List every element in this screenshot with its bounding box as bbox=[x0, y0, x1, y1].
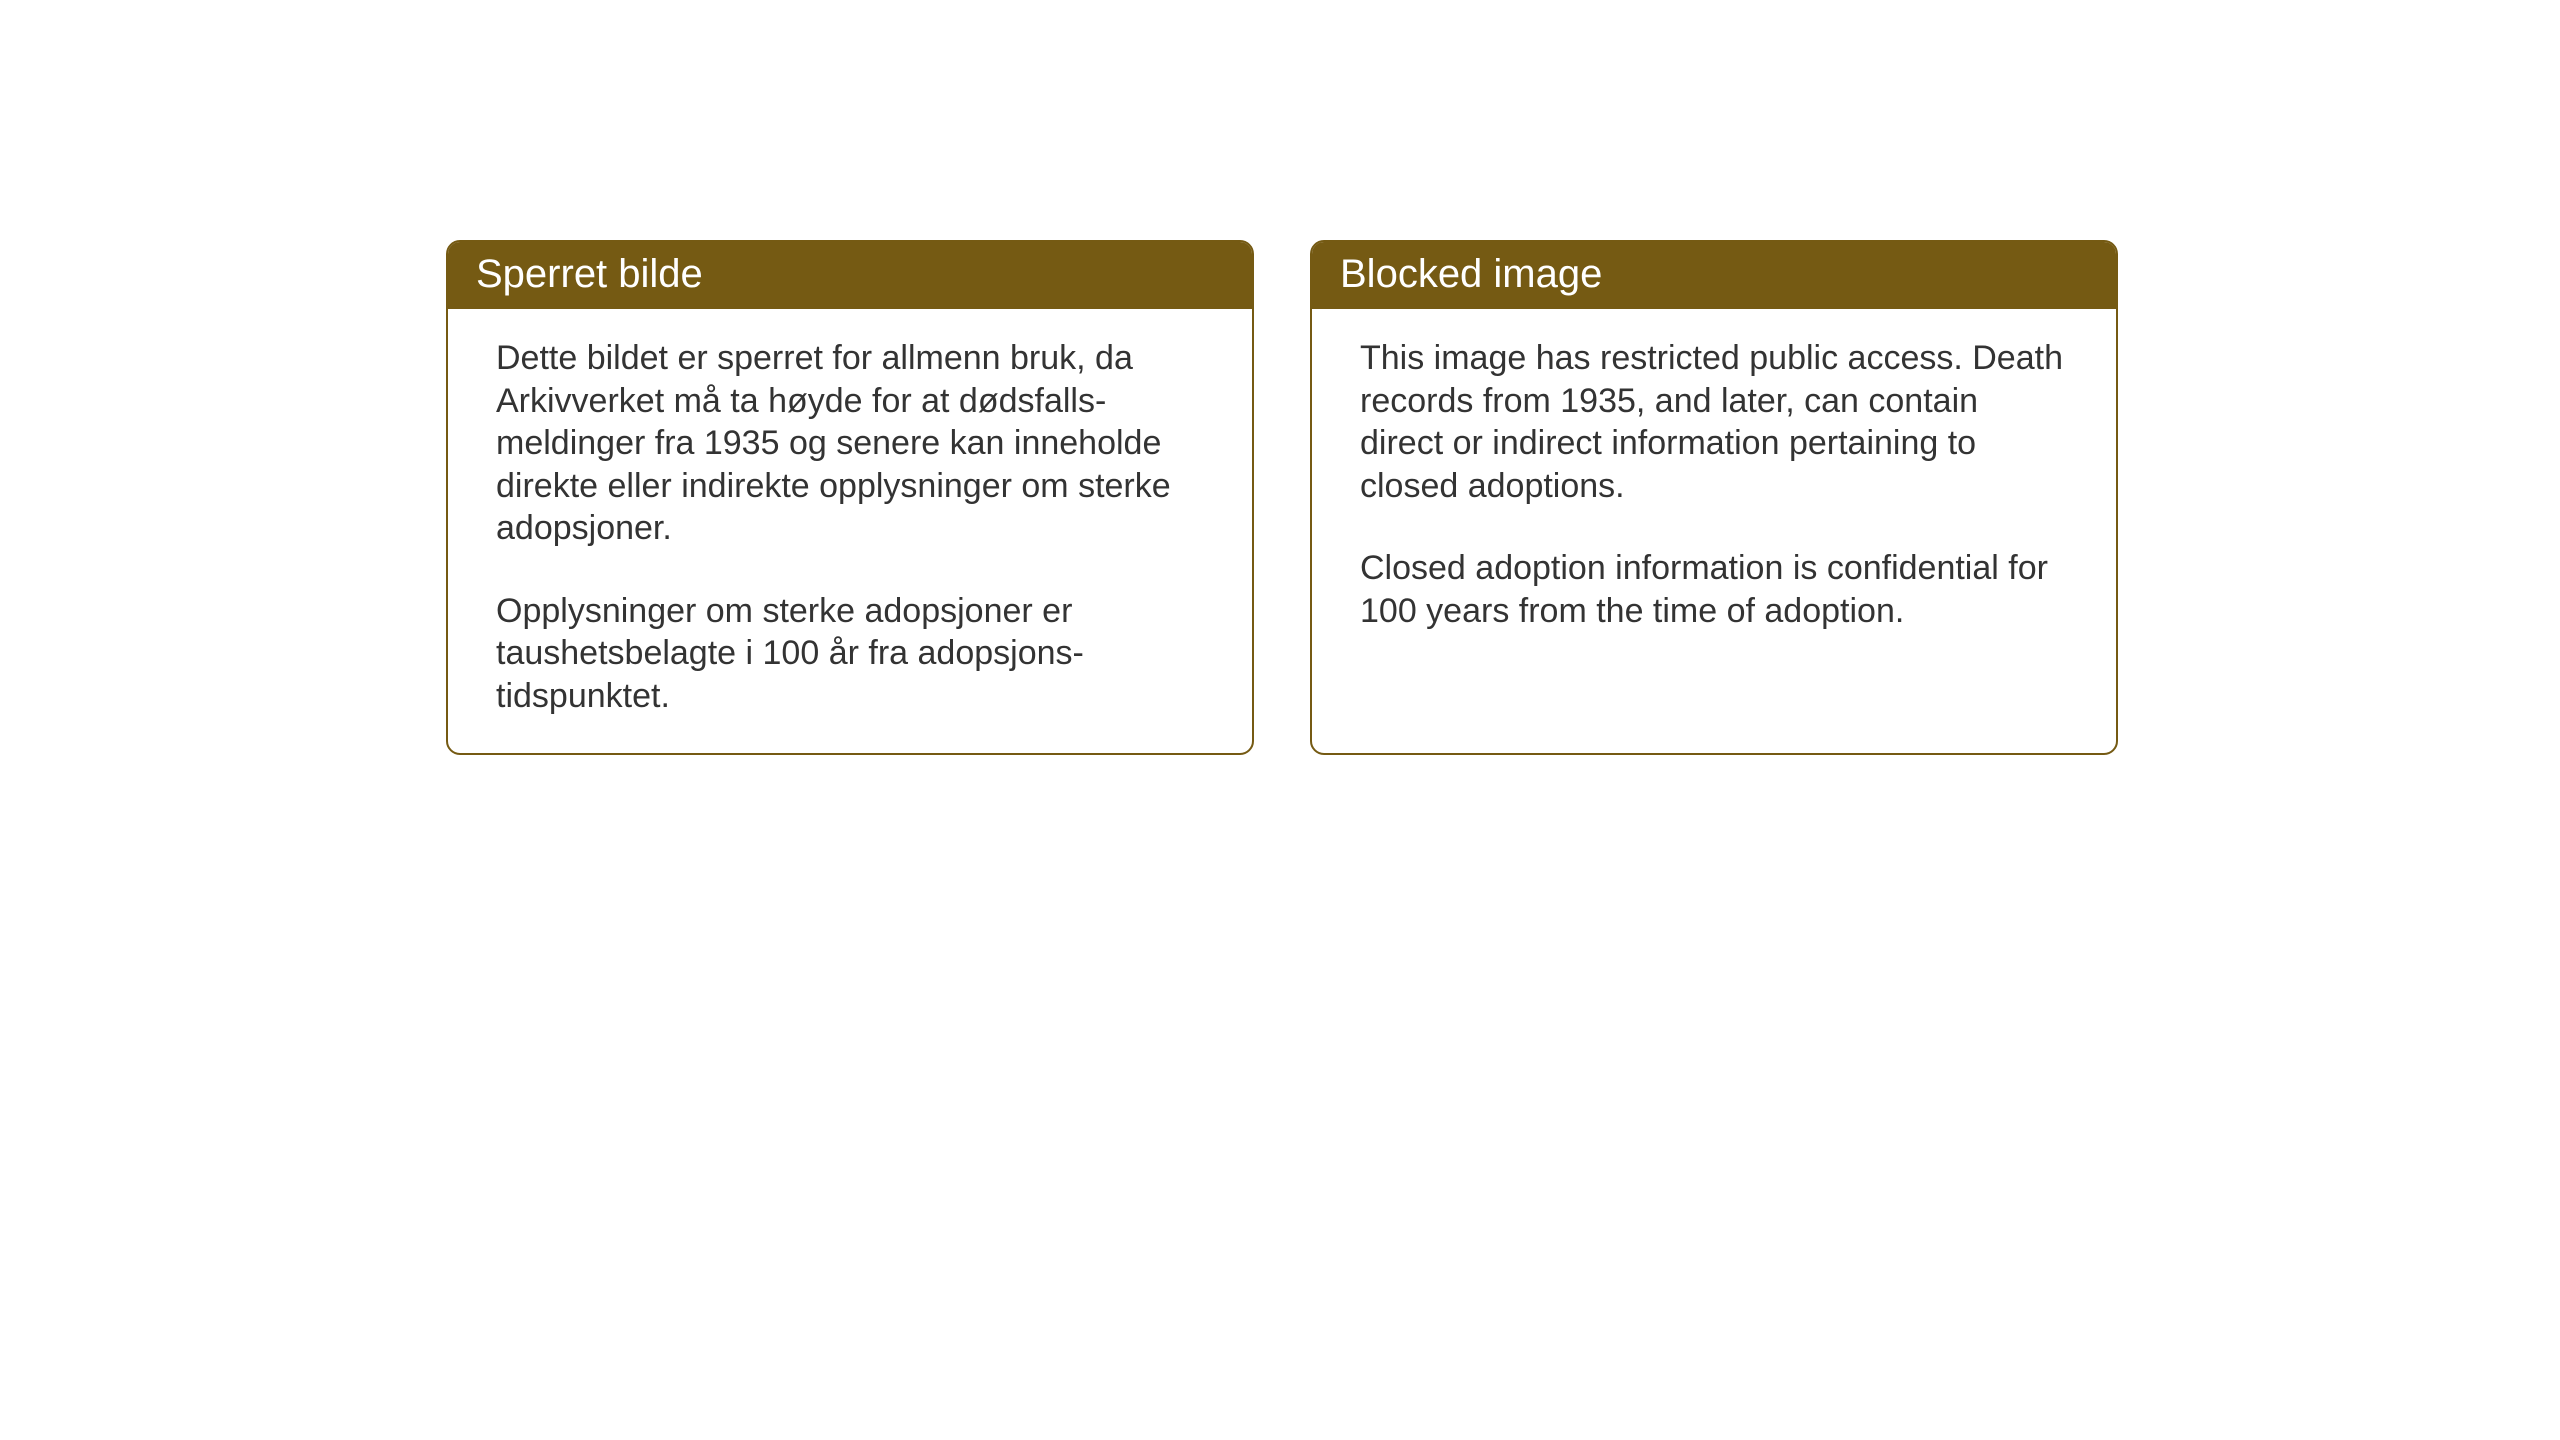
notice-cards-container: Sperret bilde Dette bildet er sperret fo… bbox=[446, 240, 2118, 755]
card-body-english: This image has restricted public access.… bbox=[1312, 309, 2116, 753]
card-header-norwegian: Sperret bilde bbox=[448, 242, 1252, 309]
card-header-english: Blocked image bbox=[1312, 242, 2116, 309]
card-title: Sperret bilde bbox=[476, 252, 703, 296]
card-body-norwegian: Dette bildet er sperret for allmenn bruk… bbox=[448, 309, 1252, 753]
card-paragraph: Closed adoption information is confident… bbox=[1360, 547, 2068, 632]
notice-card-english: Blocked image This image has restricted … bbox=[1310, 240, 2118, 755]
card-paragraph: Opplysninger om sterke adopsjoner er tau… bbox=[496, 590, 1204, 718]
card-title: Blocked image bbox=[1340, 252, 1602, 296]
notice-card-norwegian: Sperret bilde Dette bildet er sperret fo… bbox=[446, 240, 1254, 755]
card-paragraph: Dette bildet er sperret for allmenn bruk… bbox=[496, 337, 1204, 550]
card-paragraph: This image has restricted public access.… bbox=[1360, 337, 2068, 507]
